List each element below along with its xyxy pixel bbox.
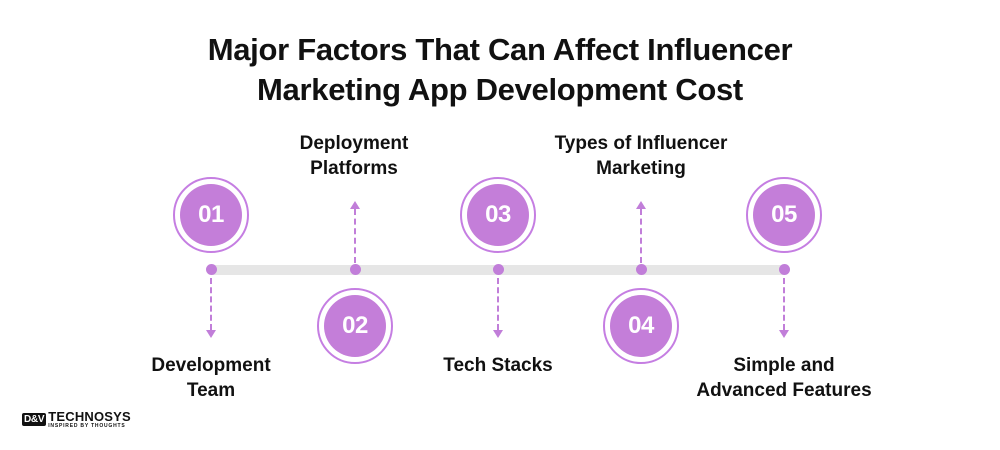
step-number-3: 03: [467, 184, 529, 246]
step-label-3-line-1: Tech Stacks: [443, 355, 553, 376]
connector-4: [640, 209, 642, 263]
step-badge-4: 04: [603, 288, 679, 364]
connector-1: [210, 278, 212, 330]
logo-tagline: INSPIRED BY THOUGHTS: [48, 423, 126, 429]
step-label-4: Types of Influencer Marketing: [531, 131, 751, 181]
step-badge-3: 03: [460, 177, 536, 253]
step-number-4: 04: [610, 295, 672, 357]
arrow-down-icon: [206, 330, 216, 338]
step-label-1-line-1: Development: [151, 355, 271, 376]
logo-name: TECHNOSYS: [48, 409, 131, 424]
step-label-2: Deployment Platforms: [264, 131, 444, 181]
arrow-up-icon: [636, 201, 646, 209]
title-line-1: Major Factors That Can Affect Influencer: [207, 32, 793, 67]
arrow-down-icon: [493, 330, 503, 338]
step-label-5: Simple and Advanced Features: [674, 353, 894, 403]
diagram-title: Major Factors That Can Affect Influencer…: [0, 30, 1000, 110]
timeline-dot-1: [206, 264, 217, 275]
step-label-2-line-1: Deployment: [299, 133, 409, 154]
arrow-down-icon: [779, 330, 789, 338]
step-badge-5: 05: [746, 177, 822, 253]
step-badge-2: 02: [317, 288, 393, 364]
logo-text: TECHNOSYS INSPIRED BY THOUGHTS: [48, 410, 131, 429]
step-label-3: Tech Stacks: [408, 353, 588, 378]
arrow-up-icon: [350, 201, 360, 209]
step-label-1: Development Team: [121, 353, 301, 403]
timeline-dot-4: [636, 264, 647, 275]
step-number-2: 02: [324, 295, 386, 357]
step-label-4-line-1: Types of Influencer: [554, 133, 728, 154]
step-label-5-line-1: Simple and: [733, 355, 835, 376]
connector-3: [497, 278, 499, 330]
title-line-2: Marketing App Development Cost: [257, 72, 743, 107]
connector-5: [783, 278, 785, 330]
step-label-5-line-2: Advanced Features: [696, 380, 872, 401]
company-logo: D&V TECHNOSYS INSPIRED BY THOUGHTS: [22, 410, 131, 429]
logo-mark: D&V: [22, 413, 47, 426]
step-label-4-line-2: Marketing: [596, 158, 686, 179]
step-badge-1: 01: [173, 177, 249, 253]
timeline-dot-3: [493, 264, 504, 275]
timeline-dot-5: [779, 264, 790, 275]
step-number-5: 05: [753, 184, 815, 246]
step-label-2-line-2: Platforms: [310, 158, 398, 179]
step-label-1-line-2: Team: [186, 380, 236, 401]
step-number-1: 01: [180, 184, 242, 246]
connector-2: [354, 209, 356, 263]
timeline-dot-2: [350, 264, 361, 275]
